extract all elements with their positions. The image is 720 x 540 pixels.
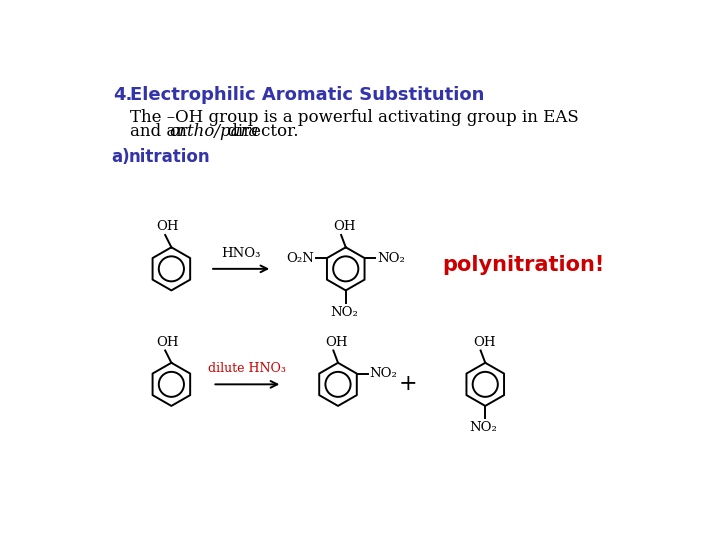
Text: HNO₃: HNO₃ [222, 247, 261, 260]
Text: NO₂: NO₂ [377, 252, 405, 265]
Text: OH: OH [156, 220, 179, 233]
Text: dilute HNO₃: dilute HNO₃ [208, 362, 287, 375]
Text: polynitration!: polynitration! [443, 255, 605, 275]
Text: The –OH group is a powerful activating group in EAS: The –OH group is a powerful activating g… [130, 110, 579, 126]
Text: OH: OH [156, 336, 179, 349]
Text: NO₂: NO₂ [330, 306, 358, 319]
Text: NO₂: NO₂ [369, 367, 397, 380]
Text: nitration: nitration [129, 148, 210, 166]
Text: ortho/para: ortho/para [169, 123, 258, 140]
Text: OH: OH [473, 336, 495, 349]
Text: a): a) [112, 148, 130, 166]
Text: Electrophilic Aromatic Substitution: Electrophilic Aromatic Substitution [130, 86, 485, 104]
Text: +: + [398, 373, 417, 395]
Text: and an: and an [130, 123, 192, 140]
Text: OH: OH [325, 336, 348, 349]
Text: OH: OH [333, 220, 356, 233]
Text: O₂N: O₂N [286, 252, 314, 265]
Text: director.: director. [222, 123, 298, 140]
Text: NO₂: NO₂ [469, 421, 498, 434]
Text: 4.: 4. [113, 86, 132, 104]
